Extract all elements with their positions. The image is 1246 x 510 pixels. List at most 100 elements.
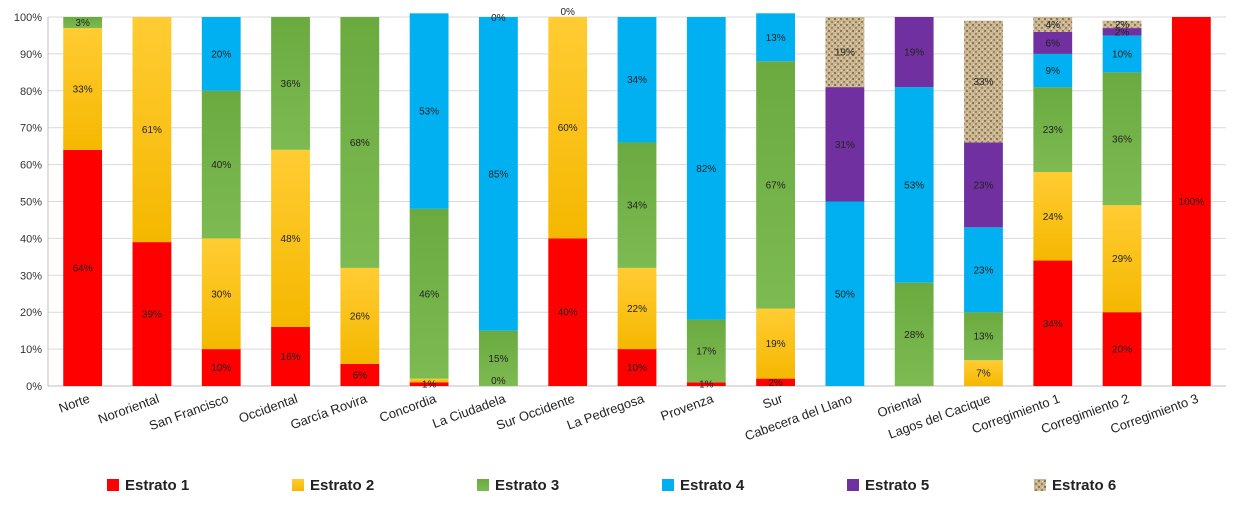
bar-segment-estrato-3-oriental: [894, 282, 934, 386]
bar-segment-estrato-4-cabecera-del-llano: [825, 201, 865, 386]
bar-segment-estrato-1-sur-occidente: [548, 238, 588, 386]
data-label-estrato-3-la-ciudadela-extra: 0%: [491, 376, 506, 387]
data-label-estrato-5-corregimiento-2: 2%: [1115, 27, 1130, 38]
data-label-estrato-4-corregimiento-1: 9%: [1046, 66, 1061, 77]
bar-segment-estrato-5-corregimiento-1: [1033, 31, 1073, 54]
legend-label-estrato-5: Estrato 5: [865, 477, 929, 494]
bar-segment-estrato-1-norte: [63, 149, 103, 386]
bar-segment-estrato-3-corregimiento-2: [1102, 72, 1142, 206]
legend-label-estrato-4: Estrato 4: [680, 477, 745, 494]
y-tick-label: 10%: [20, 344, 42, 356]
bar-segment-estrato-1-corregimiento-2: [1102, 312, 1142, 386]
data-label-estrato-1-corregimiento-3: 100%: [1179, 197, 1205, 208]
x-tick-label-la-pedregosa: La Pedregosa: [565, 390, 647, 432]
bar-segment-estrato-4-oriental: [894, 87, 934, 283]
data-label-estrato-2-sur: 19%: [766, 339, 786, 350]
legend-swatch-estrato-3: [477, 479, 489, 491]
data-label-estrato-4-cabecera-del-llano: 50%: [835, 289, 855, 300]
legend-label-estrato-3: Estrato 3: [495, 477, 559, 494]
x-tick-label-sur: Sur: [760, 390, 785, 411]
bar-segment-estrato-4-corregimiento-1: [1033, 53, 1073, 88]
data-label-estrato-1-nororiental: 39%: [142, 310, 162, 321]
bar-segment-estrato-5-corregimiento-2: [1102, 28, 1142, 36]
data-label-estrato-4-san-francisco: 20%: [211, 49, 231, 60]
data-label-estrato-3-la-ciudadela: 15%: [488, 354, 508, 365]
data-label-estrato-2-san-francisco: 30%: [211, 289, 231, 300]
bar-segment-estrato-3-sur: [756, 61, 795, 309]
data-label-estrato-3-provenza: 17%: [696, 346, 716, 357]
bar-segment-estrato-2-corregimiento-2: [1102, 205, 1142, 313]
legend-label-estrato-2: Estrato 2: [310, 477, 374, 494]
bar-segment-estrato-3-concordia: [409, 208, 449, 379]
data-label-estrato-1-occidental: 16%: [281, 352, 301, 363]
data-label-estrato-4-sur: 13%: [766, 33, 786, 44]
bar-segment-estrato-3-garcia-rovira: [340, 17, 380, 268]
bar-segment-estrato-1-sur: [756, 378, 795, 386]
y-tick-label: 50%: [20, 197, 42, 209]
data-label-estrato-1-garcia-rovira: 6%: [353, 370, 368, 381]
bar-segment-estrato-2-sur-occidente: [548, 17, 588, 239]
x-tick-label-concordia: Concordia: [377, 390, 439, 425]
data-label-estrato-2-nororiental: 61%: [142, 125, 162, 136]
bar-segment-estrato-3-corregimiento-1: [1033, 87, 1073, 172]
bar-segment-estrato-6-lagos-del-cacique: [964, 20, 1003, 143]
bar-segment-estrato-2-nororiental: [132, 17, 172, 243]
bar-segment-estrato-1-la-pedregosa: [617, 349, 657, 386]
data-label-estrato-4-oriental: 53%: [904, 180, 924, 191]
legend-swatch-estrato-2: [292, 479, 304, 491]
legend-label-estrato-1: Estrato 1: [125, 477, 189, 494]
y-tick-label: 20%: [20, 307, 42, 319]
bar-segment-estrato-3-san-francisco: [201, 90, 241, 239]
legend-swatch-estrato-4: [662, 479, 674, 491]
data-label-estrato-5-lagos-del-cacique: 23%: [973, 180, 993, 191]
x-tick-label-provenza: Provenza: [659, 390, 716, 423]
data-label-estrato-1-norte: 64%: [73, 263, 93, 274]
data-label-estrato-2-lagos-del-cacique: 7%: [976, 369, 991, 380]
data-label-estrato-1-san-francisco: 10%: [211, 363, 231, 374]
data-label-estrato-3-oriental: 28%: [904, 330, 924, 341]
bar-segment-estrato-2-garcia-rovira: [340, 267, 380, 364]
bar-segment-estrato-2-corregimiento-1: [1033, 171, 1073, 261]
bar-segment-estrato-2-occidental: [271, 149, 310, 327]
data-labels: 64% 33% 3% 39% 61% 10% 30% 40% 20% 16% 48% 36% 6% 26%…: [73, 7, 1205, 391]
data-label-estrato-3-garcia-rovira: 68%: [350, 138, 370, 149]
bar-segment-estrato-1-corregimiento-3: [1171, 17, 1211, 386]
y-tick-label: 70%: [20, 123, 42, 135]
data-label-estrato-3-san-francisco: 40%: [211, 160, 231, 171]
bar-segment-estrato-6-cabecera-del-llano: [825, 17, 865, 88]
legend-label-estrato-6: Estrato 6: [1052, 477, 1116, 494]
bar-segment-estrato-5-lagos-del-cacique: [964, 142, 1003, 228]
data-label-estrato-3-occidental: 36%: [281, 79, 301, 90]
y-tick-label: 40%: [20, 233, 42, 245]
data-label-estrato-4-la-ciudadela-extra: 0%: [491, 13, 506, 24]
data-label-estrato-3-concordia: 46%: [419, 289, 439, 300]
y-tick-label: 60%: [20, 160, 42, 172]
bar-segment-estrato-3-occidental: [271, 17, 310, 150]
bar-segment-estrato-5-cabecera-del-llano: [825, 87, 865, 202]
bar-segment-estrato-6-corregimiento-1: [1033, 17, 1073, 32]
bar-segment-estrato-1-concordia: [409, 382, 449, 386]
y-tick-label: 80%: [20, 86, 42, 98]
x-tick-label-garcia-rovira: García Rovira: [288, 390, 369, 432]
bar-segment-estrato-3-provenza: [686, 319, 726, 383]
data-label-estrato-1-la-pedregosa: 10%: [627, 363, 647, 374]
bar-segment-estrato-1-provenza: [686, 382, 726, 386]
data-label-estrato-4-la-ciudadela: 85%: [488, 169, 508, 180]
x-tick-label-cabecera-del-llano: Cabecera del Llano: [743, 391, 854, 444]
bars: [63, 13, 1211, 386]
data-label-estrato-6-lagos-del-cacique: 33%: [973, 77, 993, 88]
bar-segment-estrato-2-norte: [63, 28, 103, 150]
data-label-estrato-1-corregimiento-2: 20%: [1112, 345, 1132, 356]
bar-segment-estrato-1-san-francisco: [201, 349, 241, 386]
data-label-estrato-3-la-pedregosa: 34%: [627, 201, 647, 212]
y-tick-label: 0%: [26, 381, 42, 393]
data-label-estrato-2-occidental: 48%: [281, 234, 301, 245]
x-tick-label-sur-occidente: Sur Occidente: [494, 391, 577, 433]
data-label-estrato-4-la-pedregosa: 34%: [627, 75, 647, 86]
bar-segment-estrato-3-norte: [63, 17, 103, 29]
data-label-estrato-4-lagos-del-cacique: 23%: [973, 265, 993, 276]
bar-segment-estrato-1-occidental: [271, 326, 310, 386]
data-label-estrato-2-la-pedregosa: 22%: [627, 304, 647, 315]
